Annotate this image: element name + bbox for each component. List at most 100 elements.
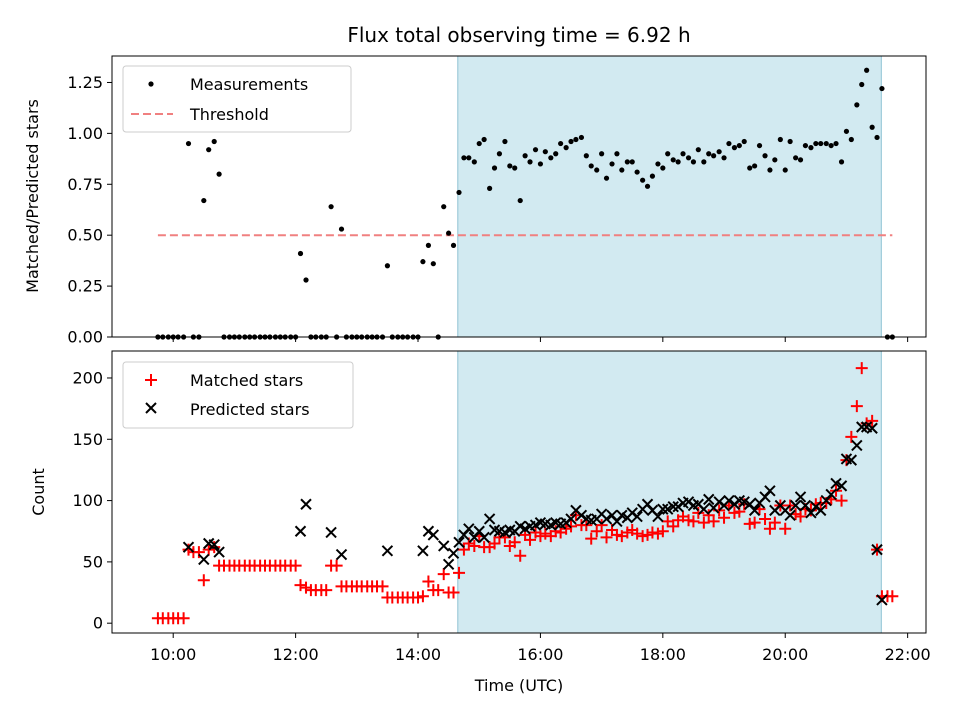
matched-star-point [437, 568, 450, 581]
legend-matched-marker [145, 374, 157, 386]
measurement-point [695, 147, 701, 153]
bottom-y-axis-label: Count [29, 468, 48, 516]
predicted-star-point [845, 454, 858, 466]
matched-star-point [768, 516, 781, 529]
matched-star-point [468, 539, 481, 552]
predicted-star-point [698, 503, 710, 515]
legend-predicted-label: Predicted stars [190, 400, 310, 419]
top-y-tick-label: 0.25 [67, 277, 103, 296]
top-y-tick-label: 0.75 [67, 175, 103, 194]
x-tick-label: 18:00 [640, 645, 686, 664]
predicted-star-point [381, 545, 394, 557]
bottom-y-ticks: 0 50 100 150 200 [72, 368, 112, 633]
predicted-star-point [442, 558, 455, 571]
measurement-point [619, 167, 625, 173]
measurement-point [512, 165, 518, 171]
matched-star-point [539, 527, 552, 540]
measurement-point [206, 147, 212, 153]
measurement-point [430, 261, 436, 267]
matched-star-point [320, 584, 333, 597]
legend-measurements-marker [148, 81, 154, 87]
measurement-point [507, 163, 513, 169]
predicted-star-point [825, 488, 837, 501]
x-tick-label: 22:00 [885, 645, 931, 664]
measurement-point [752, 163, 758, 169]
predicted-star-point [657, 503, 669, 515]
top-y-axis-label: Matched/Predicted stars [23, 99, 42, 293]
measurement-point [537, 161, 544, 167]
x-tick-label: 20:00 [762, 645, 808, 664]
predicted-star-point [799, 499, 812, 512]
matched-star-point [794, 510, 807, 523]
measurement-point [741, 138, 747, 145]
top-x-ticks [172, 337, 909, 342]
measurement-point [384, 263, 391, 269]
predicted-star-point [866, 422, 878, 434]
top-y-tick-label: 0.50 [67, 226, 103, 245]
predicted-star-point [794, 491, 807, 503]
predicted-star-point [438, 540, 450, 552]
measurement-point [522, 153, 528, 159]
measurement-point [655, 161, 661, 167]
measurement-point [548, 155, 554, 161]
chart-title: Flux total observing time = 6.92 h [347, 23, 690, 47]
measurement-point [634, 169, 640, 175]
measurement-point [568, 138, 574, 145]
measurement-point [573, 136, 579, 143]
x-tick-label: 10:00 [150, 645, 196, 664]
measurement-point [828, 142, 834, 149]
measurement-point [782, 167, 788, 173]
measurement-point [517, 197, 523, 204]
measurement-point [767, 167, 773, 173]
matched-star-point [376, 580, 389, 593]
measurement-point [701, 159, 707, 165]
measurement-point [450, 242, 457, 248]
measurement-point [563, 145, 569, 151]
measurement-point [787, 138, 793, 145]
matched-star-point [646, 526, 659, 539]
predicted-star-point [748, 504, 761, 517]
bottom-axes-frame [111, 350, 927, 634]
predicted-star-point [784, 509, 796, 522]
measurement-point [736, 142, 742, 149]
measurement-point [838, 159, 845, 165]
measurement-point [328, 204, 334, 210]
matched-star-point [702, 509, 715, 522]
measurement-point [874, 134, 880, 141]
matched-star-point [697, 516, 710, 529]
measurement-point [338, 226, 345, 232]
measurement-point [690, 159, 697, 165]
bottom-y-tick-label: 0 [93, 614, 103, 633]
predicted-star-point [213, 546, 225, 558]
measurement-point [670, 157, 676, 163]
matched-star-point [488, 537, 501, 550]
measurement-point [578, 134, 585, 141]
measurement-point [716, 149, 722, 155]
predicted-star-point [208, 539, 220, 551]
measurement-point [640, 177, 646, 183]
measurement-point [726, 140, 732, 147]
measurement-point [762, 153, 768, 159]
predicted-star-point [631, 510, 643, 523]
matched-star-point [289, 559, 302, 572]
predicted-star-point [478, 531, 490, 544]
measurement-point [747, 165, 753, 171]
measurement-point [833, 140, 839, 147]
predicted-star-point [325, 526, 337, 539]
bottom-y-tick-label: 200 [72, 368, 103, 387]
bottom-highlight-span [457, 350, 882, 634]
bottom-x-ticks: 10:00 12:00 14:00 16:00 18:00 20:00 22:00 [150, 633, 931, 664]
matched-star-point [330, 559, 343, 572]
matched-star-point [197, 574, 210, 587]
measurement-point [848, 136, 854, 143]
predicted-star-point [835, 480, 848, 492]
measurement-point [594, 167, 600, 173]
predicted-star-point [300, 498, 312, 510]
x-tick-label: 14:00 [395, 645, 441, 664]
matched-star-point [600, 531, 613, 544]
matched-star-point [590, 525, 603, 538]
matched-star-point [707, 515, 720, 528]
matched-star-point [432, 584, 445, 597]
